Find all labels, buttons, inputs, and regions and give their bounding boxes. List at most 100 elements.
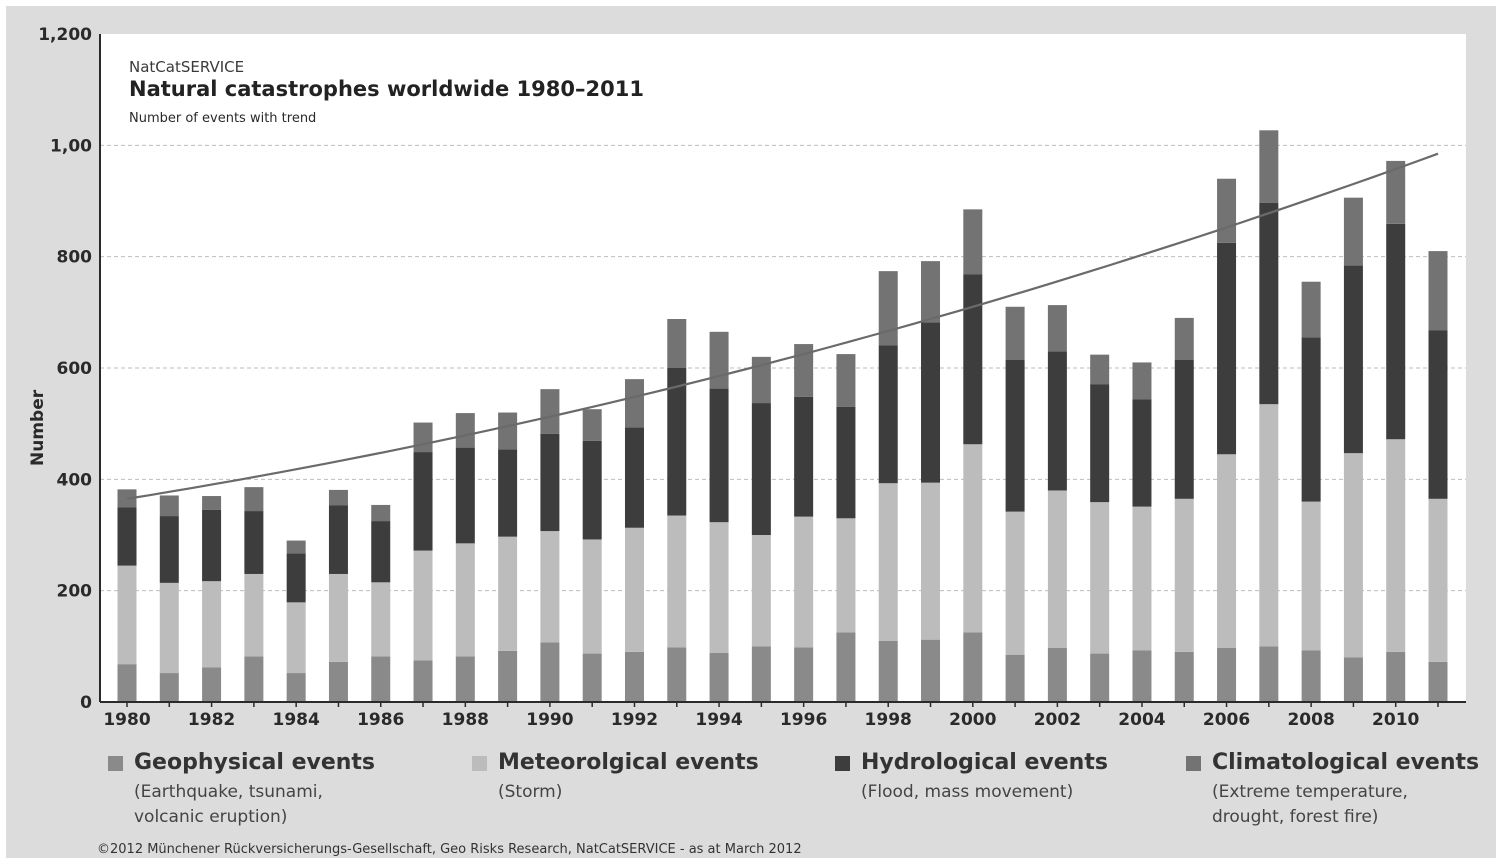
bar-segment bbox=[794, 516, 814, 648]
y-tick-label: 600 bbox=[57, 359, 93, 379]
x-tick-label: 2008 bbox=[1287, 710, 1334, 730]
legend-desc-line: volcanic eruption) bbox=[134, 807, 288, 827]
x-tick-label: 1988 bbox=[442, 710, 489, 730]
bar-segment bbox=[667, 515, 687, 648]
bar-segment bbox=[582, 539, 602, 654]
bar-segment bbox=[1132, 650, 1152, 702]
bar-segment bbox=[1047, 490, 1067, 649]
bar-segment bbox=[921, 322, 941, 483]
bar-segment bbox=[709, 331, 729, 389]
chart-subtitle: Number of events with trend bbox=[129, 111, 317, 126]
bar-segment bbox=[582, 653, 602, 702]
bar-segment bbox=[1005, 359, 1025, 512]
chart-title: Natural catastrophes worldwide 1980–2011 bbox=[129, 77, 644, 101]
bar-segment bbox=[202, 667, 222, 702]
legend-swatch-geophysical bbox=[108, 756, 123, 771]
bar-segment bbox=[117, 664, 137, 702]
bar-segment bbox=[667, 368, 687, 516]
legend-label-geophysical: Geophysical events bbox=[134, 750, 376, 775]
bar-segment bbox=[244, 656, 264, 702]
bar-segment bbox=[1386, 160, 1406, 224]
x-tick-label: 1990 bbox=[526, 710, 573, 730]
bar-segment bbox=[1259, 404, 1279, 647]
y-tick-label: 0 bbox=[80, 693, 92, 713]
bar-segment bbox=[751, 535, 771, 647]
legend-desc-hydrological: (Flood, mass movement) bbox=[861, 780, 1073, 805]
legend-swatch-hydrological bbox=[835, 756, 850, 771]
bar-segment bbox=[202, 496, 222, 510]
bar-segment bbox=[286, 602, 306, 674]
bar-segment bbox=[244, 573, 264, 657]
bar-segment bbox=[667, 319, 687, 368]
bar-segment bbox=[1174, 651, 1194, 702]
bar-segment bbox=[836, 632, 856, 702]
bar-segment bbox=[1090, 354, 1110, 385]
bar-segment bbox=[751, 403, 771, 535]
y-tick-label: 1,00 bbox=[50, 136, 92, 156]
bar-segment bbox=[1047, 648, 1067, 702]
bar-segment bbox=[1217, 454, 1237, 649]
bar-segment bbox=[878, 640, 898, 702]
bar-segment bbox=[1386, 439, 1406, 652]
bar-segment bbox=[371, 582, 391, 657]
bar-segment bbox=[498, 449, 518, 537]
bar-segment bbox=[159, 495, 179, 517]
bar-segment bbox=[159, 516, 179, 583]
bar-segment bbox=[328, 489, 348, 506]
bar-segment bbox=[963, 274, 983, 445]
bar-segment bbox=[667, 647, 687, 702]
bar-segment bbox=[921, 639, 941, 702]
x-tick-label: 1994 bbox=[695, 710, 742, 730]
bar-segment bbox=[540, 642, 560, 702]
bar-segment bbox=[709, 522, 729, 654]
bar-segment bbox=[117, 507, 137, 566]
legend-desc-line: (Extreme temperature, bbox=[1212, 782, 1408, 802]
bar-segment bbox=[413, 550, 433, 661]
legend-desc-meteorological: (Storm) bbox=[498, 780, 562, 805]
bar-segment bbox=[1428, 330, 1448, 499]
bar-segment bbox=[455, 447, 475, 544]
bar-segment bbox=[794, 396, 814, 517]
bar-segment bbox=[582, 440, 602, 540]
bar-segment bbox=[1301, 281, 1321, 338]
bar-segment bbox=[1386, 651, 1406, 702]
bar-segment bbox=[1259, 202, 1279, 405]
bar-segment bbox=[1090, 502, 1110, 654]
bar-segment bbox=[1132, 399, 1152, 507]
bar-segment bbox=[1174, 359, 1194, 499]
bar-segment bbox=[413, 422, 433, 453]
x-tick-label: 1984 bbox=[272, 710, 319, 730]
x-tick-label: 1992 bbox=[611, 710, 658, 730]
bar-segment bbox=[794, 344, 814, 397]
bar-segment bbox=[1005, 654, 1025, 702]
bar-segment bbox=[498, 412, 518, 450]
bar-segment bbox=[963, 444, 983, 633]
x-tick-label: 2006 bbox=[1203, 710, 1250, 730]
bar-segment bbox=[836, 518, 856, 633]
bar-segment bbox=[963, 209, 983, 275]
bar-segment bbox=[1428, 498, 1448, 662]
bar-segment bbox=[286, 673, 306, 702]
bar-segment bbox=[1174, 498, 1194, 652]
bar-segment bbox=[202, 509, 222, 582]
legend-desc-geophysical: (Earthquake, tsunami, volcanic eruption) bbox=[134, 780, 323, 830]
bar-segment bbox=[1005, 306, 1025, 360]
bar-segment bbox=[624, 427, 644, 528]
bar-segment bbox=[244, 487, 264, 512]
bar-segment bbox=[794, 647, 814, 702]
bar-segment bbox=[1428, 661, 1448, 702]
bar-segment bbox=[1301, 650, 1321, 702]
bar-segment bbox=[624, 379, 644, 428]
bar-segment bbox=[1301, 501, 1321, 651]
bar-segment bbox=[582, 409, 602, 441]
legend-desc-climatological: (Extreme temperature, drought, forest fi… bbox=[1212, 780, 1408, 830]
x-tick-label: 2010 bbox=[1372, 710, 1419, 730]
bar-segment bbox=[159, 673, 179, 702]
legend-label-meteorological: Meteorolgical events bbox=[498, 750, 759, 775]
x-tick-label: 2004 bbox=[1118, 710, 1165, 730]
bar-segment bbox=[244, 511, 264, 574]
bar-segment bbox=[286, 540, 306, 554]
legend-label-climatological: Climatological events bbox=[1212, 750, 1480, 775]
bar-segment bbox=[371, 504, 391, 522]
bar-segment bbox=[1386, 223, 1406, 440]
